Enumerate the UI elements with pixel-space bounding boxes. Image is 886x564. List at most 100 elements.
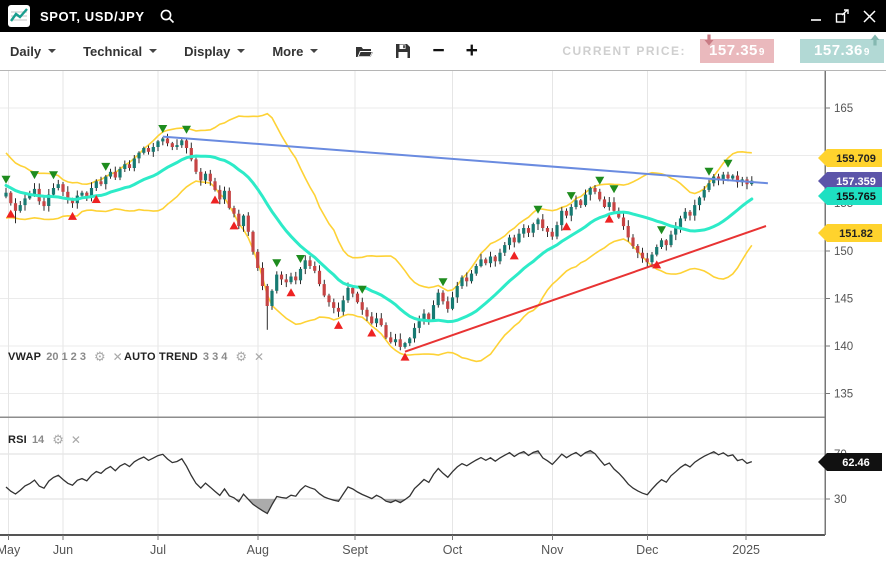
candle (693, 205, 697, 216)
candle (669, 234, 673, 246)
remove-indicator-icon[interactable]: ✕ (254, 350, 265, 364)
sell-marker-icon (438, 278, 448, 287)
candle (408, 338, 412, 344)
rsi-panel (5, 449, 753, 515)
candle (42, 201, 46, 207)
candle (493, 256, 497, 262)
menu-technical[interactable]: Technical (83, 44, 158, 59)
candle (322, 284, 326, 296)
candle (574, 200, 578, 207)
menu-display[interactable]: Display (184, 44, 246, 59)
search-icon[interactable] (159, 8, 176, 25)
candle (222, 190, 227, 200)
save-icon[interactable] (395, 43, 411, 59)
sell-marker-icon (272, 259, 282, 268)
gear-icon[interactable]: ⚙ (93, 349, 106, 364)
candle (507, 237, 512, 246)
candle (526, 228, 531, 233)
price-axis-label: 165 (834, 103, 853, 115)
candle (441, 292, 445, 302)
candle (617, 210, 621, 218)
candle (313, 266, 317, 271)
candle (61, 184, 65, 192)
gear-icon[interactable]: ⚙ (52, 432, 64, 447)
menu-timeframe[interactable]: Daily (10, 44, 57, 59)
lower-band-line (5, 180, 753, 363)
candle (564, 210, 569, 216)
candle (583, 194, 588, 206)
minimize-icon[interactable] (810, 9, 822, 23)
buy-marker-icon (286, 288, 296, 297)
candle (56, 184, 60, 188)
candle (365, 309, 369, 317)
chart-region: 1651601551501451401357030MayJunJulAugSep… (0, 71, 886, 564)
candle (246, 215, 250, 232)
candle (531, 224, 535, 233)
candle (113, 171, 117, 178)
zoom-in-button[interactable]: + (465, 39, 478, 62)
candle (593, 188, 597, 192)
popout-icon[interactable] (835, 8, 850, 24)
sell-marker-icon (182, 125, 191, 134)
candle (450, 297, 455, 309)
candle (256, 251, 260, 268)
buy-marker-icon (91, 195, 101, 203)
chart-canvas[interactable]: 1651601551501451401357030MayJunJulAugSep… (0, 71, 886, 564)
candle (636, 246, 640, 253)
sell-marker-icon (158, 125, 168, 133)
candle (626, 226, 630, 238)
price-axis-label: 145 (834, 293, 853, 305)
candle (32, 188, 37, 195)
candle (631, 237, 635, 247)
gear-icon[interactable]: ⚙ (235, 349, 248, 364)
candle (621, 217, 626, 227)
candle (422, 313, 426, 322)
buy-marker-icon (652, 260, 662, 269)
price-axis-label: 150 (834, 246, 853, 258)
symbol-title: SPOT, USD/JPY (40, 8, 145, 24)
candle (602, 199, 607, 207)
candle (218, 189, 222, 200)
trendline-descending-resistance[interactable] (162, 135, 768, 185)
chevron-down-icon (310, 49, 319, 57)
candle (536, 219, 540, 225)
candle (175, 145, 179, 147)
title-bar: SPOT, USD/JPY (0, 0, 886, 32)
sell-marker-icon (533, 205, 543, 214)
menu-more[interactable]: More (272, 44, 319, 59)
candle (104, 176, 108, 185)
rsi-overbought-fill (6, 450, 752, 454)
buy-marker-icon (562, 222, 571, 231)
rsi-line (5, 449, 753, 515)
buy-marker-icon (229, 221, 239, 230)
buy-marker-icon (604, 214, 614, 223)
chevron-down-icon (237, 49, 246, 57)
candle (503, 245, 507, 253)
trendline-ascending-support[interactable] (404, 225, 767, 353)
axes: 1651601551501451401357030MayJunJulAugSep… (0, 71, 853, 557)
remove-indicator-icon[interactable]: ✕ (112, 350, 123, 364)
sell-marker-icon (566, 192, 576, 201)
candle (251, 231, 255, 252)
candle (189, 148, 193, 160)
candle (541, 219, 545, 228)
sell-marker-icon (704, 167, 714, 176)
candle (427, 313, 431, 320)
zoom-out-button[interactable]: − (432, 39, 445, 62)
close-icon[interactable] (863, 9, 876, 23)
window-controls (810, 8, 886, 24)
candle (707, 183, 711, 190)
candle (726, 174, 730, 179)
candle (550, 231, 554, 237)
candle (512, 237, 516, 243)
rsi-oversold-fill (6, 499, 752, 514)
candle (18, 205, 22, 211)
time-axis-label: Oct (443, 543, 463, 557)
sell-marker-icon (1, 175, 11, 184)
remove-indicator-icon[interactable]: ✕ (70, 433, 81, 447)
price-tag: 159.709 (818, 149, 882, 167)
candle (588, 188, 592, 195)
candle (640, 252, 645, 259)
open-folder-icon[interactable] (355, 44, 374, 59)
candle (85, 192, 89, 197)
